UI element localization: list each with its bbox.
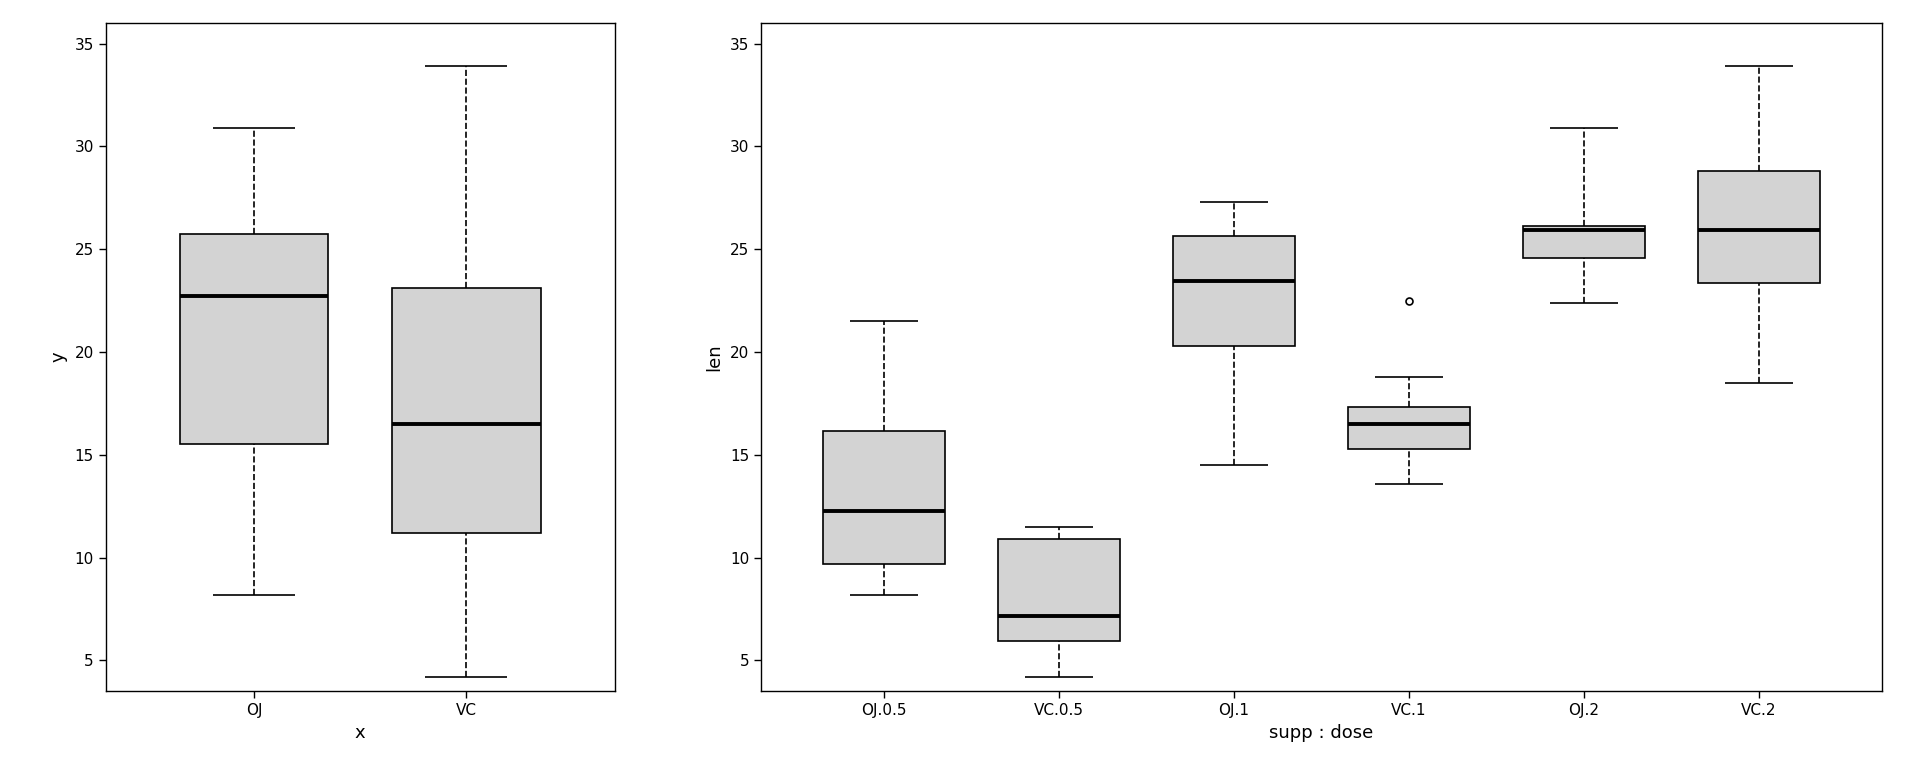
Bar [392,288,541,533]
Y-axis label: y: y [50,352,67,362]
Bar [1523,226,1645,258]
Bar [998,539,1119,641]
Bar [1697,171,1820,283]
Bar [822,431,945,564]
X-axis label: x: x [355,723,365,742]
Bar [180,234,328,444]
Bar [1173,236,1296,346]
Bar [1348,408,1471,449]
Y-axis label: len: len [705,343,724,371]
X-axis label: supp : dose: supp : dose [1269,723,1373,742]
